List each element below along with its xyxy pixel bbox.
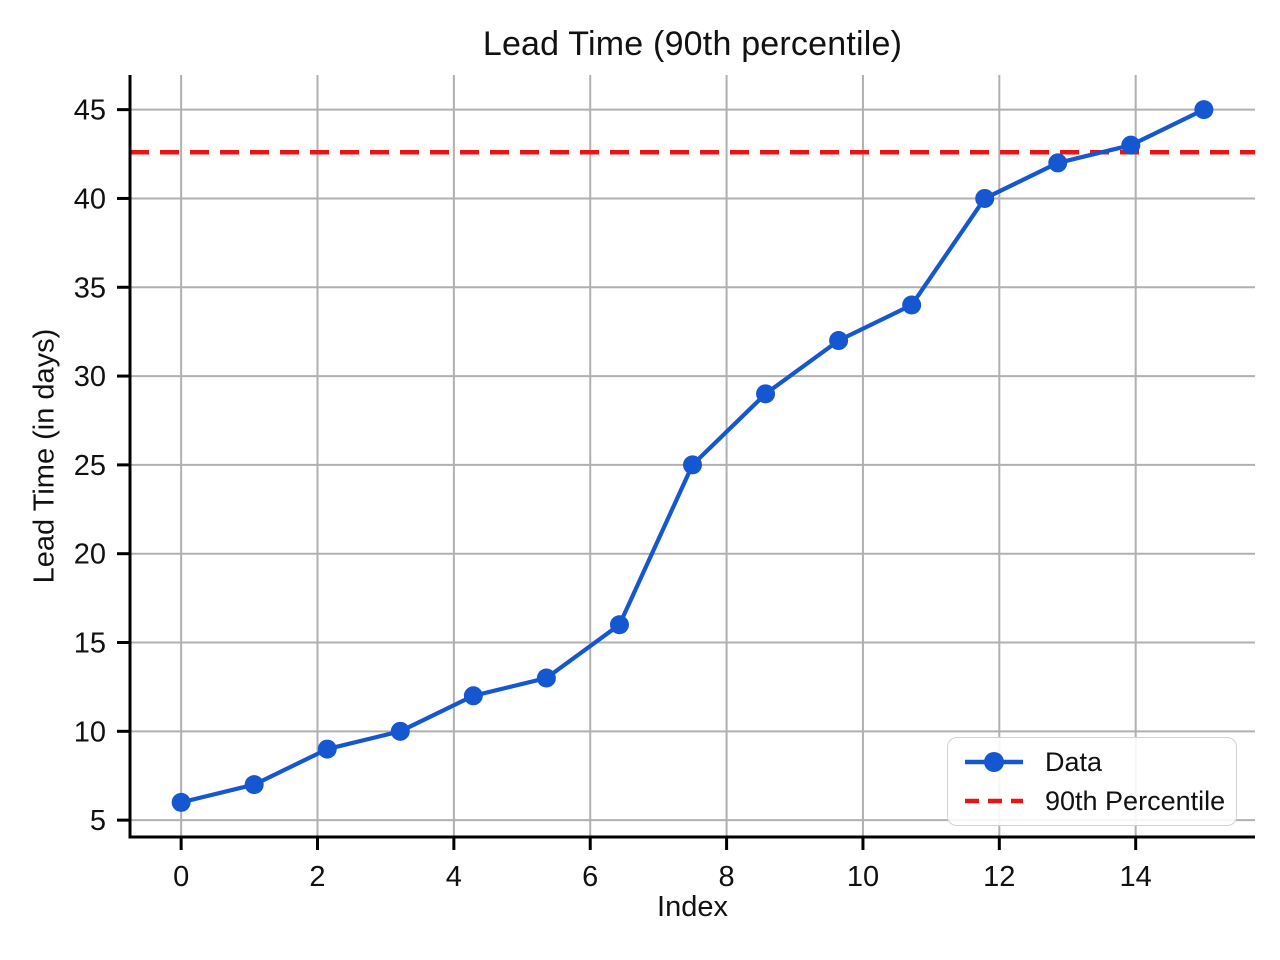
data-point	[317, 739, 337, 759]
x-tick-label: 6	[582, 861, 598, 893]
y-tick-label: 20	[74, 539, 106, 571]
legend-item-data: Data	[963, 747, 1236, 778]
data-point	[683, 455, 702, 475]
x-tick-label: 8	[719, 861, 735, 893]
legend: Data 90th Percentile	[947, 737, 1237, 826]
legend-label-percentile: 90th Percentile	[1045, 785, 1226, 816]
legend-item-percentile: 90th Percentile	[963, 786, 1236, 817]
x-tick-label: 0	[173, 861, 189, 893]
data-point	[829, 331, 849, 351]
y-tick-label: 25	[74, 450, 106, 482]
legend-dashed-sample	[965, 798, 1023, 804]
data-point	[171, 792, 191, 812]
data-point	[463, 686, 483, 706]
data-point	[390, 721, 410, 741]
data-point	[756, 384, 776, 404]
data-point	[1121, 135, 1141, 155]
y-tick-label: 5	[90, 805, 106, 837]
legend-sample-marker	[984, 752, 1004, 772]
x-tick-label: 2	[309, 861, 325, 893]
chart-title: Lead Time (90th percentile)	[482, 25, 903, 63]
x-tick-label: 12	[983, 861, 1015, 893]
x-tick-label: 4	[446, 861, 462, 893]
data-point	[1194, 100, 1214, 120]
data-point	[609, 615, 629, 635]
y-tick-label: 40	[74, 183, 106, 215]
y-tick-label: 30	[74, 361, 106, 393]
y-tick-label: 35	[74, 272, 106, 304]
y-tick-label: 10	[74, 716, 106, 748]
x-tick-label: 14	[1120, 861, 1152, 893]
data-point	[244, 775, 264, 795]
legend-line-marker-sample	[965, 752, 1023, 772]
x-axis-label: Index	[657, 891, 728, 923]
legend-label-data: Data	[1045, 746, 1103, 777]
y-tick-label: 15	[74, 628, 106, 660]
x-tick-label: 10	[847, 861, 879, 893]
y-tick-label: 45	[74, 95, 106, 127]
data-point	[975, 188, 995, 208]
y-axis-label: Lead Time (in days)	[28, 328, 61, 584]
data-point	[902, 295, 922, 315]
data-point	[536, 668, 556, 688]
data-point	[1048, 153, 1068, 173]
